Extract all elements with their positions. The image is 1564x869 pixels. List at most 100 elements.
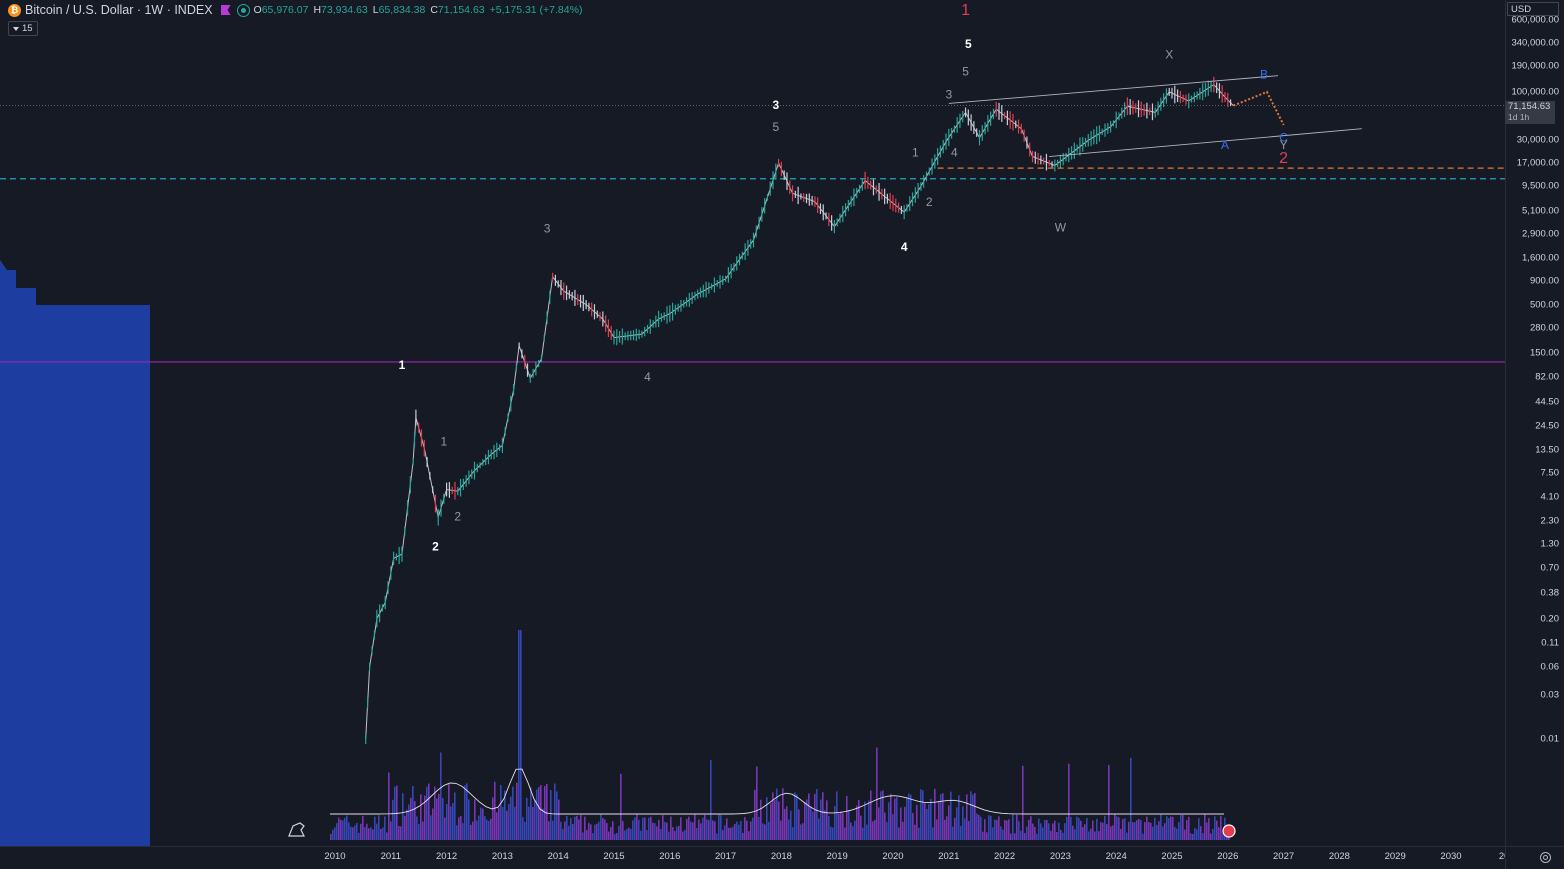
price-tick-label: 0.01 xyxy=(1540,733,1560,745)
volume-bar xyxy=(1144,822,1146,840)
volume-bar xyxy=(890,793,892,840)
volume-bar xyxy=(726,818,728,840)
volume-bar xyxy=(568,825,570,840)
price-axis[interactable]: 600,000.00 340,000.00 190,000.00 100,000.00… xyxy=(1505,0,1564,846)
wave-label: 2 xyxy=(1279,150,1288,167)
volume-bar xyxy=(1076,816,1078,840)
volume-bar xyxy=(806,799,808,840)
volume-bar xyxy=(664,821,666,840)
volume-bar xyxy=(770,803,772,840)
volume-bar xyxy=(1116,816,1118,840)
volume-bar xyxy=(406,809,408,840)
volume-bar xyxy=(720,815,722,840)
volume-bar xyxy=(984,819,986,840)
volume-bar xyxy=(1088,831,1090,840)
volume-bar xyxy=(794,792,796,840)
wave-label: 3 xyxy=(544,222,551,236)
volume-bar xyxy=(1180,814,1182,840)
volume-bar xyxy=(956,807,958,840)
volume-bar xyxy=(778,801,780,840)
volume-bar xyxy=(644,817,646,840)
volume-bar xyxy=(380,828,382,840)
time-axis[interactable]: 2010 2011 2012 2013 2014 2015 2016 2017 2018 2019… xyxy=(0,846,1515,869)
volume-bar xyxy=(1212,828,1214,840)
market-status-icon[interactable] xyxy=(236,3,250,17)
bitcoin-icon[interactable]: ₿ xyxy=(8,3,21,17)
volume-bar xyxy=(478,815,480,840)
volume-bar xyxy=(836,791,838,840)
volume-bar xyxy=(900,807,902,840)
volume-bar xyxy=(1190,833,1192,840)
volume-bar xyxy=(954,817,956,840)
volume-bar xyxy=(966,794,968,840)
volume-bar xyxy=(578,819,580,840)
volume-bar xyxy=(606,823,608,840)
volume-bar xyxy=(734,823,736,840)
volume-bar xyxy=(668,831,670,840)
volume-bar xyxy=(804,801,806,840)
volume-bar xyxy=(788,819,790,840)
volume-bar xyxy=(752,817,754,840)
current-price-label: 71,154.63 xyxy=(1508,101,1551,112)
volume-bar xyxy=(1150,822,1152,840)
price-tick-label: 0.06 xyxy=(1540,661,1560,673)
volume-bar xyxy=(746,820,748,840)
volume-bar xyxy=(704,814,706,840)
volume-bar xyxy=(1050,830,1052,840)
volume-bar xyxy=(468,799,470,840)
volume-bar xyxy=(1204,814,1206,840)
volume-bar xyxy=(1162,826,1164,840)
volume-bar xyxy=(554,783,556,840)
wave-label: 4 xyxy=(644,370,651,384)
volume-bar xyxy=(1108,765,1110,840)
volume-bar xyxy=(870,790,872,840)
volume-bar xyxy=(1130,757,1132,840)
price-tick-label: 190,000.00 xyxy=(1511,60,1559,72)
volume-bar xyxy=(922,790,924,840)
volume-bar xyxy=(378,815,380,840)
volume-bar xyxy=(766,797,768,840)
volume-bar xyxy=(1168,818,1170,840)
volume-bar xyxy=(1042,827,1044,840)
volume-bar xyxy=(1206,822,1208,840)
settings-icon[interactable] xyxy=(1540,852,1551,863)
volume-bar xyxy=(588,822,590,840)
volume-bar xyxy=(1066,816,1068,840)
volume-bar xyxy=(622,821,624,840)
flag-icon[interactable] xyxy=(220,5,231,15)
time-tick-label: 2010 xyxy=(324,851,346,862)
volume-indicator-toggle[interactable]: 15 xyxy=(8,21,38,36)
volume-bar xyxy=(472,821,474,840)
volume-bar xyxy=(372,829,374,840)
earnings-event-icon[interactable] xyxy=(1222,824,1236,838)
volume-bar xyxy=(430,815,432,840)
tradingview-dino-icon xyxy=(288,822,305,837)
volume-bar xyxy=(480,807,482,840)
price-tick-label: 0.20 xyxy=(1540,613,1560,625)
time-tick-label: 2027 xyxy=(1273,851,1295,862)
volume-bar xyxy=(1218,827,1220,840)
ohlc-low-key: L xyxy=(372,4,379,16)
time-tick-label: 2013 xyxy=(491,851,513,862)
symbol-title[interactable]: Bitcoin / U.S. Dollar · 1W · INDEX xyxy=(25,3,213,17)
volume-bar xyxy=(464,785,466,840)
volume-bar xyxy=(420,794,422,840)
time-tick-label: 2020 xyxy=(882,851,904,862)
volume-bar xyxy=(1094,831,1096,840)
time-tick-label: 2015 xyxy=(603,851,625,862)
volume-bar xyxy=(1216,820,1218,840)
chevron-down-icon xyxy=(13,26,19,31)
volume-bar xyxy=(780,820,782,840)
volume-bar xyxy=(1142,833,1144,840)
volume-bar xyxy=(342,820,344,840)
volume-bar xyxy=(1134,822,1136,840)
volume-bar xyxy=(402,793,404,840)
volume-bar xyxy=(500,784,502,840)
currency-selector[interactable]: USD xyxy=(1507,2,1559,16)
volume-bar xyxy=(1036,833,1038,840)
ohlc-low-value: 65,834.38 xyxy=(378,4,426,16)
volume-bar xyxy=(830,826,832,840)
volume-bar xyxy=(358,832,360,840)
